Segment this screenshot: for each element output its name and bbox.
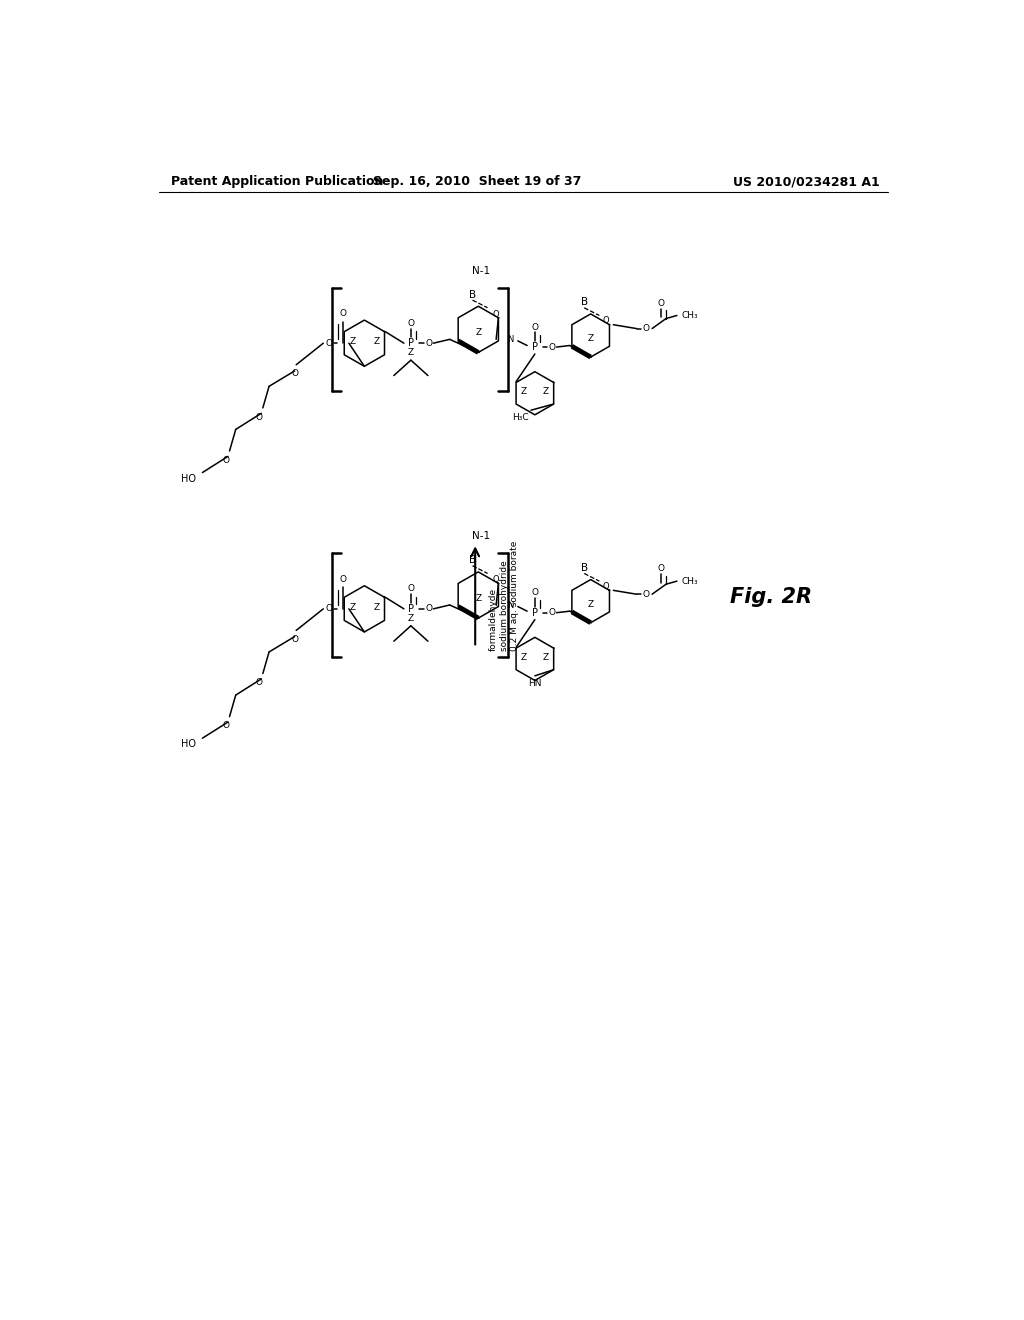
- Text: HO: HO: [181, 474, 197, 483]
- Text: P: P: [408, 603, 414, 614]
- Text: formaldehyde
sodium borohydride
0.2 M aq. sodium borate: formaldehyde sodium borohydride 0.2 M aq…: [489, 540, 519, 651]
- Text: N-1: N-1: [472, 532, 489, 541]
- Text: O: O: [425, 605, 432, 614]
- Text: O: O: [493, 576, 499, 585]
- Text: O: O: [657, 298, 665, 308]
- Text: P: P: [531, 607, 538, 618]
- Text: HN: HN: [528, 678, 542, 688]
- Text: O: O: [326, 605, 332, 614]
- Text: P: P: [408, 338, 414, 348]
- Text: O: O: [642, 325, 649, 333]
- Text: US 2010/0234281 A1: US 2010/0234281 A1: [733, 176, 880, 187]
- Text: O: O: [531, 322, 539, 331]
- Text: O: O: [408, 585, 415, 593]
- Text: B: B: [469, 556, 476, 565]
- Text: Fig. 2R: Fig. 2R: [730, 587, 812, 607]
- Text: Z: Z: [349, 337, 355, 346]
- Text: P: P: [531, 342, 538, 352]
- Text: O: O: [339, 309, 346, 318]
- Text: Z: Z: [374, 603, 380, 611]
- Text: B: B: [581, 297, 588, 308]
- Text: O: O: [339, 576, 346, 583]
- Text: O: O: [222, 455, 229, 465]
- Text: H₃C: H₃C: [512, 413, 528, 422]
- Text: O: O: [657, 565, 665, 573]
- Text: CH₃: CH₃: [682, 312, 698, 319]
- Text: B: B: [469, 289, 476, 300]
- Text: HO: HO: [181, 739, 197, 750]
- Text: O: O: [222, 722, 229, 730]
- Text: O: O: [425, 339, 432, 347]
- Text: CH₃: CH₃: [682, 577, 698, 586]
- Text: O: O: [326, 339, 332, 347]
- Text: O: O: [291, 635, 298, 644]
- Text: Patent Application Publication: Patent Application Publication: [171, 176, 383, 187]
- Text: Z: Z: [475, 327, 481, 337]
- Text: Z: Z: [374, 337, 380, 346]
- Text: Z: Z: [521, 387, 527, 396]
- Text: O: O: [602, 582, 609, 591]
- Text: O: O: [255, 678, 262, 688]
- Text: O: O: [408, 318, 415, 327]
- Text: Sep. 16, 2010  Sheet 19 of 37: Sep. 16, 2010 Sheet 19 of 37: [373, 176, 581, 187]
- Text: Z: Z: [521, 653, 527, 661]
- Text: Z: Z: [408, 614, 414, 623]
- Text: Z: Z: [588, 334, 594, 343]
- Text: Z: Z: [543, 387, 549, 396]
- Text: N: N: [507, 601, 513, 610]
- Text: O: O: [549, 609, 555, 618]
- Text: O: O: [602, 317, 609, 325]
- Text: Z: Z: [349, 603, 355, 611]
- Text: O: O: [531, 589, 539, 597]
- Text: O: O: [642, 590, 649, 599]
- Text: Z: Z: [543, 653, 549, 661]
- Text: O: O: [549, 343, 555, 351]
- Text: Z: Z: [408, 348, 414, 356]
- Text: Z: Z: [475, 594, 481, 602]
- Text: N: N: [507, 335, 513, 343]
- Text: O: O: [255, 413, 262, 421]
- Text: B: B: [581, 564, 588, 573]
- Text: O: O: [291, 370, 298, 379]
- Text: Z: Z: [588, 599, 594, 609]
- Text: O: O: [493, 310, 499, 319]
- Text: N-1: N-1: [472, 265, 489, 276]
